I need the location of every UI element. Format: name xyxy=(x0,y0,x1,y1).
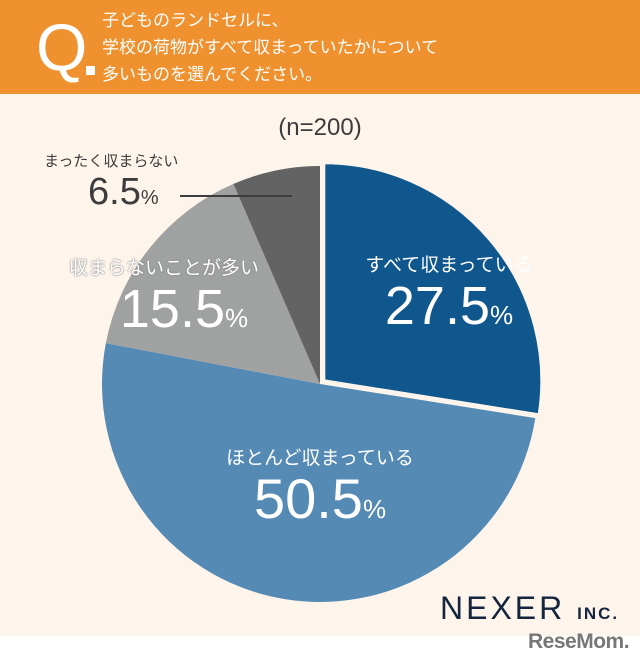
question-line-1: 子どものランドセルに、 xyxy=(102,11,289,31)
sample-size: (n=200) xyxy=(278,114,362,141)
percent-value: 50.5% xyxy=(253,467,387,530)
percent-value: 15.5% xyxy=(119,279,249,339)
percent-value: 27.5% xyxy=(384,276,514,336)
q-dot xyxy=(86,66,95,75)
category-label: 収まらないことが多い xyxy=(68,257,259,279)
question-line-3: 多いものを選んでください。 xyxy=(102,65,323,85)
resemom-logo: ReseMom. xyxy=(528,630,630,653)
question-header: Q 子どものランドセルに、 学校の荷物がすべて収まっていたかについて 多いものを… xyxy=(0,0,640,94)
pie-slice xyxy=(322,161,544,417)
slice-label-all-fit: すべて収まっている 27.5% xyxy=(334,250,564,344)
category-label: ほとんど収まっている xyxy=(226,447,414,469)
pie-slice xyxy=(105,183,320,384)
slice-label-never-fit: まったく収まらない 6.5% xyxy=(36,150,216,219)
category-label: すべて収まっている xyxy=(365,254,533,276)
q-mark: Q xyxy=(36,10,88,84)
question-text: 子どものランドセルに、 学校の荷物がすべて収まっていたかについて 多いものを選ん… xyxy=(102,8,438,89)
category-label: まったく収まらない xyxy=(44,152,179,170)
question-line-2: 学校の荷物がすべて収まっていたかについて xyxy=(102,38,439,58)
slice-label-often-not-fit: 収まらないことが多い 15.5% xyxy=(44,253,284,347)
pie-slice xyxy=(101,343,536,603)
pie-slice xyxy=(233,166,320,384)
percent-value: 6.5% xyxy=(88,171,159,213)
nexer-logo: NEXER INC. xyxy=(440,590,620,626)
slice-label-mostly-fit: ほとんど収まっている 50.5% xyxy=(190,443,450,538)
